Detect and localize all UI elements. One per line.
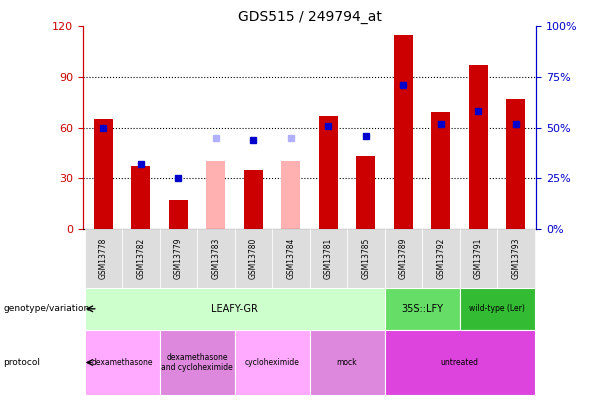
Bar (384, 288, 460, 330)
Bar (506, 99, 525, 229)
Bar (235, 229, 272, 288)
Bar (469, 65, 487, 229)
Text: mock: mock (337, 358, 357, 367)
Text: cycloheximide: cycloheximide (245, 358, 300, 367)
Text: GSM13781: GSM13781 (324, 238, 333, 279)
Text: GSM13778: GSM13778 (99, 237, 108, 279)
Bar (460, 288, 535, 330)
Bar (497, 229, 535, 288)
Bar (235, 330, 310, 395)
Text: GSM13792: GSM13792 (436, 237, 445, 279)
Bar (85, 330, 159, 395)
Text: GSM13779: GSM13779 (174, 237, 183, 279)
Bar (384, 330, 535, 395)
Text: GSM13793: GSM13793 (511, 237, 520, 279)
Text: protocol: protocol (3, 358, 40, 367)
Text: genotype/variation: genotype/variation (3, 304, 89, 313)
Bar (197, 229, 235, 288)
Title: GDS515 / 249794_at: GDS515 / 249794_at (238, 10, 381, 24)
Bar (85, 229, 122, 288)
Text: GSM13785: GSM13785 (361, 237, 370, 279)
Bar (85, 288, 384, 330)
Text: dexamethasone: dexamethasone (91, 358, 153, 367)
Bar (207, 161, 225, 229)
Text: dexamethasone
and cycloheximide: dexamethasone and cycloheximide (161, 353, 233, 372)
Bar (394, 35, 413, 229)
Bar (244, 170, 263, 229)
Bar (460, 229, 497, 288)
Bar (319, 116, 338, 229)
Text: wild-type (Ler): wild-type (Ler) (469, 304, 525, 313)
Text: GSM13780: GSM13780 (249, 237, 258, 279)
Bar (281, 161, 300, 229)
Bar (347, 229, 384, 288)
Bar (94, 119, 113, 229)
Text: GSM13789: GSM13789 (399, 237, 408, 279)
Text: GSM13782: GSM13782 (136, 238, 145, 279)
Bar (169, 200, 188, 229)
Text: GSM13783: GSM13783 (211, 237, 220, 279)
Bar (159, 330, 235, 395)
Text: GSM13791: GSM13791 (474, 237, 483, 279)
Bar (159, 229, 197, 288)
Bar (384, 229, 422, 288)
Bar (432, 112, 450, 229)
Bar (272, 229, 310, 288)
Text: GSM13784: GSM13784 (286, 237, 295, 279)
Bar (356, 156, 375, 229)
Text: 35S::LFY: 35S::LFY (401, 304, 443, 314)
Text: untreated: untreated (441, 358, 479, 367)
Bar (122, 229, 159, 288)
Bar (310, 330, 384, 395)
Bar (310, 229, 347, 288)
Bar (132, 166, 150, 229)
Text: LEAFY-GR: LEAFY-GR (211, 304, 258, 314)
Bar (422, 229, 460, 288)
